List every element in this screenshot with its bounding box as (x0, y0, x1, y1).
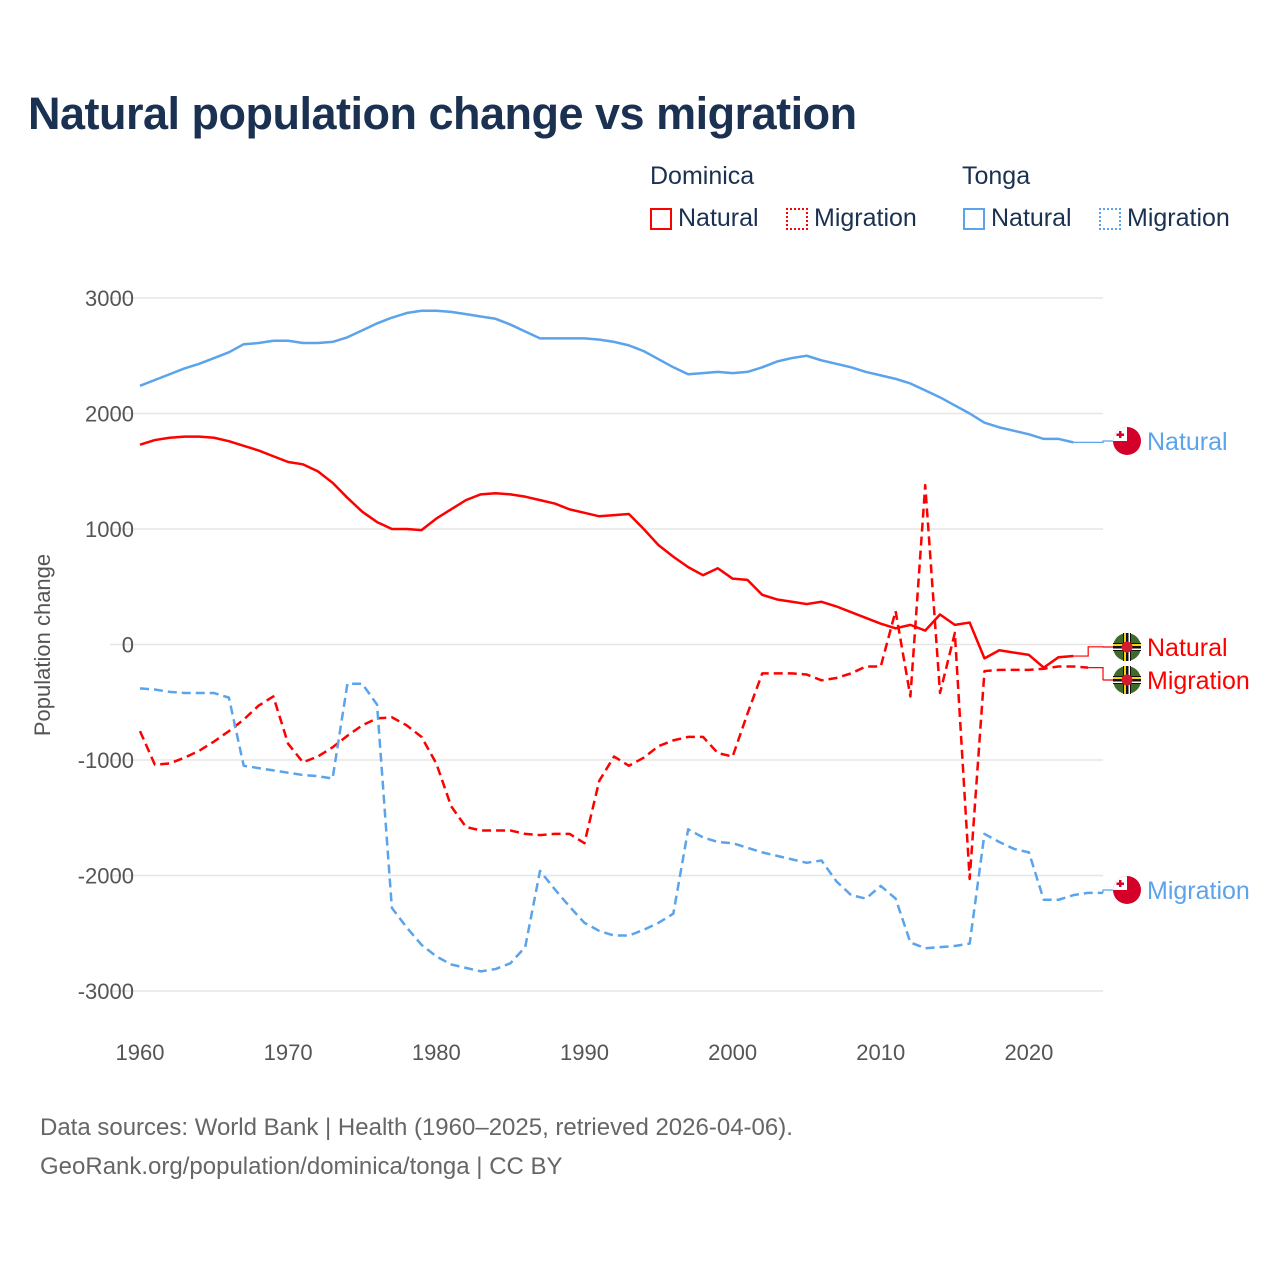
x-tick-label: 1960 (116, 1040, 165, 1065)
legend-label: Migration (1127, 204, 1230, 232)
source-note: Data sources: World Bank | Health (1960–… (40, 1108, 793, 1186)
x-tick-label: 2010 (856, 1040, 905, 1065)
tonga-flag-icon (1113, 427, 1141, 455)
legend-label: Natural (991, 204, 1072, 232)
y-tick-label: 3000 (85, 286, 134, 311)
flag-disc (1121, 674, 1133, 686)
series-connector (1073, 440, 1113, 443)
series-end-label: Natural (1147, 634, 1228, 662)
series-end-label: Migration (1147, 877, 1250, 905)
y-tick-label: -3000 (78, 979, 134, 1004)
series-line-dominica-migration (138, 483, 1089, 881)
legend-swatch-dotted (786, 207, 808, 230)
x-tick-label: 2000 (708, 1040, 757, 1065)
y-tick-label: -2000 (78, 864, 134, 889)
flag-cross (1116, 433, 1124, 436)
legend-label: Migration (814, 204, 917, 232)
source-line: Data sources: World Bank | Health (1960–… (40, 1114, 793, 1141)
y-axis-label: Population change (30, 554, 55, 736)
source-link[interactable]: GeoRank.org/population/dominica/tonga | … (40, 1153, 563, 1180)
series-connector (1073, 646, 1113, 657)
x-tick-label: 1980 (412, 1040, 461, 1065)
y-tick-label: 1000 (85, 517, 134, 542)
legend-group-dominica: Dominica (650, 162, 755, 190)
dominica-flag-icon (1113, 666, 1141, 694)
x-tick-label: 1990 (560, 1040, 609, 1065)
tonga-flag-icon (1113, 876, 1141, 904)
legend-swatch-solid (963, 207, 985, 230)
series-line-tonga-migration (139, 682, 1103, 973)
series-connector (1102, 889, 1113, 893)
dominica-flag-icon (1113, 633, 1141, 661)
series-end-label: Natural (1147, 428, 1228, 456)
series-line-dominica-natural (139, 435, 1074, 669)
legend-label: Natural (678, 204, 759, 232)
series-connector (1088, 666, 1113, 681)
legend-dominica-migration[interactable]: Migration (786, 204, 917, 233)
legend-swatch-dotted (1099, 207, 1121, 230)
flag-disc (1121, 641, 1133, 653)
chart-title: Natural population change vs migration (28, 88, 857, 139)
series-line-tonga-natural (139, 309, 1074, 444)
legend-tonga-natural[interactable]: Natural (963, 204, 1072, 233)
legend-swatch-solid (650, 207, 672, 230)
legend-tonga-migration[interactable]: Migration (1099, 204, 1230, 233)
y-tick-label: 2000 (85, 402, 134, 427)
x-tick-label: 1970 (264, 1040, 313, 1065)
y-tick-label: 0 (122, 633, 134, 658)
legend-group-tonga: Tonga (962, 162, 1031, 190)
x-tick-label: 2020 (1004, 1040, 1053, 1065)
series-end-label: Migration (1147, 667, 1250, 695)
y-tick-label: -1000 (78, 748, 134, 773)
legend-dominica-natural[interactable]: Natural (650, 204, 759, 233)
flag-cross (1116, 882, 1124, 885)
